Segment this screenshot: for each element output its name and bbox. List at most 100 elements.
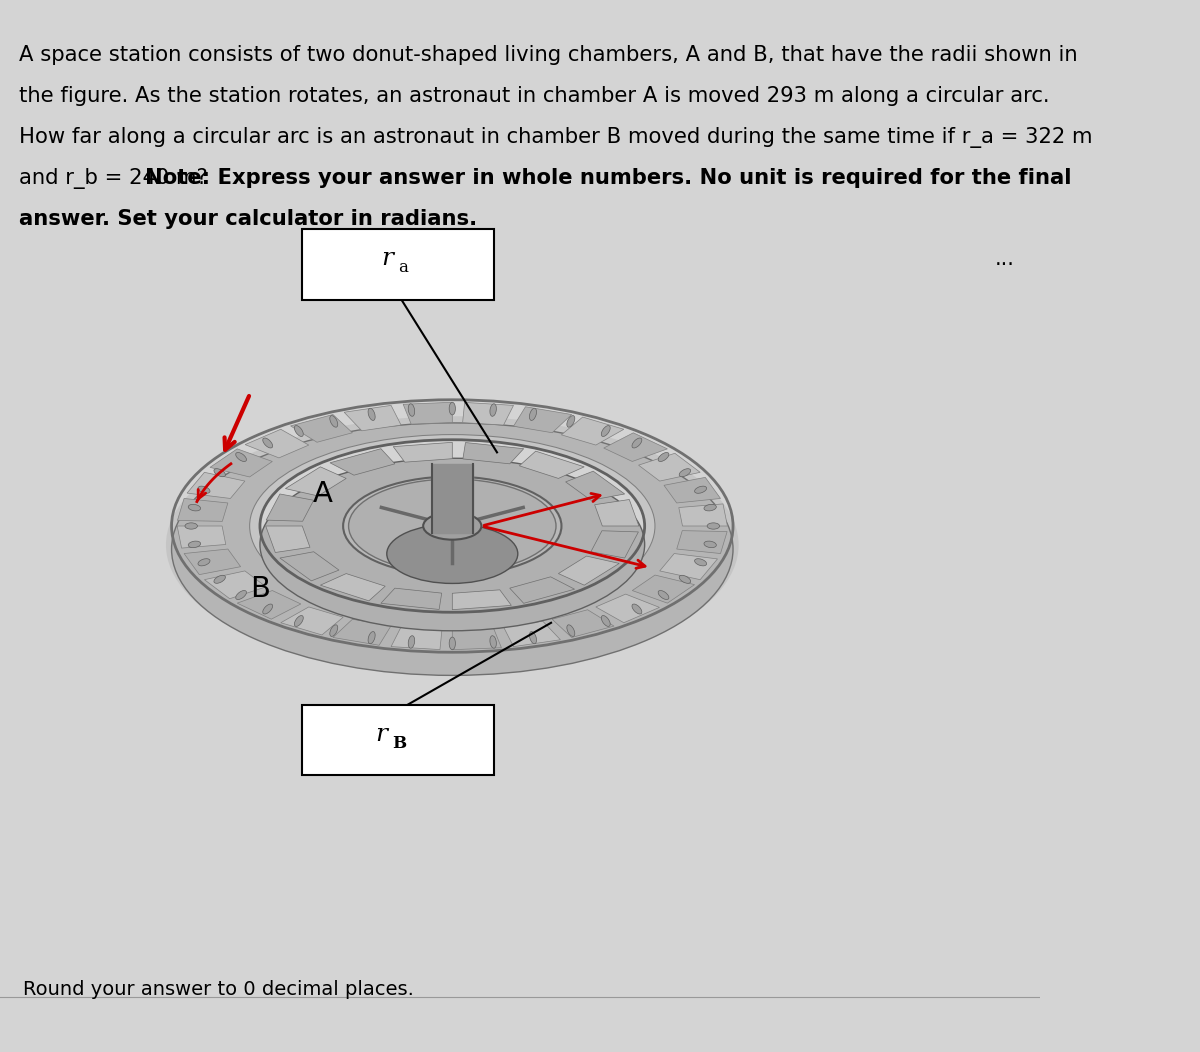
- Polygon shape: [184, 549, 241, 574]
- Polygon shape: [332, 620, 391, 645]
- Polygon shape: [204, 571, 266, 599]
- Text: A: A: [312, 481, 332, 508]
- Ellipse shape: [294, 426, 304, 437]
- Ellipse shape: [198, 559, 210, 566]
- Polygon shape: [290, 414, 353, 442]
- Ellipse shape: [260, 440, 644, 612]
- FancyBboxPatch shape: [301, 705, 494, 775]
- Ellipse shape: [250, 436, 654, 616]
- Polygon shape: [380, 588, 442, 609]
- Polygon shape: [394, 442, 452, 462]
- Polygon shape: [178, 499, 228, 522]
- Polygon shape: [187, 472, 245, 499]
- Polygon shape: [590, 531, 638, 558]
- Text: B: B: [392, 735, 406, 752]
- Polygon shape: [558, 557, 619, 585]
- Text: A space station consists of two donut-shaped living chambers, A and B, that have: A space station consists of two donut-sh…: [19, 45, 1078, 65]
- Ellipse shape: [490, 404, 497, 417]
- Ellipse shape: [188, 504, 200, 511]
- Polygon shape: [320, 573, 385, 601]
- Polygon shape: [660, 553, 718, 580]
- Text: r: r: [382, 247, 394, 270]
- Ellipse shape: [260, 459, 644, 631]
- Ellipse shape: [386, 524, 518, 584]
- Ellipse shape: [529, 408, 536, 421]
- Polygon shape: [452, 628, 502, 650]
- Text: ...: ...: [995, 249, 1015, 269]
- Text: a: a: [398, 259, 408, 276]
- Text: and r_b = 240 m?: and r_b = 240 m?: [19, 168, 215, 189]
- Ellipse shape: [330, 416, 337, 427]
- Ellipse shape: [601, 615, 611, 626]
- Polygon shape: [266, 494, 313, 521]
- Ellipse shape: [695, 486, 707, 493]
- Ellipse shape: [408, 635, 415, 648]
- Ellipse shape: [368, 408, 376, 421]
- Polygon shape: [604, 432, 667, 462]
- Polygon shape: [638, 453, 700, 481]
- Ellipse shape: [214, 469, 226, 477]
- Polygon shape: [330, 449, 395, 476]
- Polygon shape: [280, 551, 338, 581]
- Polygon shape: [595, 500, 638, 526]
- Ellipse shape: [408, 404, 415, 417]
- Ellipse shape: [263, 438, 272, 448]
- Polygon shape: [596, 594, 660, 623]
- Polygon shape: [265, 526, 310, 552]
- Ellipse shape: [198, 486, 210, 493]
- Polygon shape: [281, 607, 343, 635]
- Ellipse shape: [235, 452, 246, 462]
- Ellipse shape: [704, 541, 716, 548]
- Ellipse shape: [679, 575, 691, 583]
- Ellipse shape: [449, 402, 456, 414]
- Polygon shape: [562, 417, 624, 445]
- Polygon shape: [510, 576, 575, 603]
- Ellipse shape: [166, 417, 739, 673]
- Ellipse shape: [529, 631, 536, 644]
- Ellipse shape: [490, 635, 497, 648]
- Polygon shape: [520, 451, 584, 479]
- Polygon shape: [238, 590, 301, 620]
- Ellipse shape: [601, 426, 611, 437]
- Ellipse shape: [424, 512, 481, 540]
- Text: Round your answer to 0 decimal places.: Round your answer to 0 decimal places.: [23, 980, 414, 999]
- Polygon shape: [286, 467, 347, 495]
- Ellipse shape: [658, 590, 668, 600]
- Ellipse shape: [185, 523, 198, 529]
- Polygon shape: [210, 449, 272, 477]
- Ellipse shape: [566, 625, 575, 636]
- Polygon shape: [664, 478, 720, 503]
- Ellipse shape: [695, 559, 707, 566]
- Text: r: r: [374, 723, 386, 746]
- Polygon shape: [403, 402, 452, 424]
- Text: the figure. As the station rotates, an astronaut in chamber A is moved 293 m alo: the figure. As the station rotates, an a…: [19, 86, 1049, 106]
- Polygon shape: [245, 429, 308, 458]
- Polygon shape: [463, 443, 523, 464]
- Ellipse shape: [294, 615, 304, 626]
- Ellipse shape: [330, 625, 337, 636]
- Text: B: B: [250, 575, 270, 603]
- Polygon shape: [504, 621, 560, 647]
- Polygon shape: [432, 465, 473, 532]
- Polygon shape: [679, 504, 727, 526]
- Ellipse shape: [658, 452, 668, 462]
- Polygon shape: [391, 627, 442, 649]
- Text: Note: Express your answer in whole numbers. No unit is required for the final: Note: Express your answer in whole numbe…: [145, 168, 1072, 188]
- Ellipse shape: [172, 423, 733, 675]
- Ellipse shape: [343, 477, 562, 575]
- Polygon shape: [552, 610, 614, 638]
- Ellipse shape: [188, 541, 200, 548]
- Ellipse shape: [707, 523, 720, 529]
- Ellipse shape: [679, 469, 691, 477]
- Ellipse shape: [214, 575, 226, 583]
- Ellipse shape: [449, 638, 456, 650]
- Polygon shape: [178, 526, 226, 548]
- Ellipse shape: [348, 479, 556, 573]
- Ellipse shape: [263, 604, 272, 614]
- Text: How far along a circular arc is an astronaut in chamber B moved during the same : How far along a circular arc is an astro…: [19, 127, 1092, 148]
- Ellipse shape: [632, 438, 642, 448]
- FancyBboxPatch shape: [301, 229, 494, 300]
- Polygon shape: [677, 530, 727, 553]
- Polygon shape: [452, 590, 511, 610]
- Ellipse shape: [566, 416, 575, 427]
